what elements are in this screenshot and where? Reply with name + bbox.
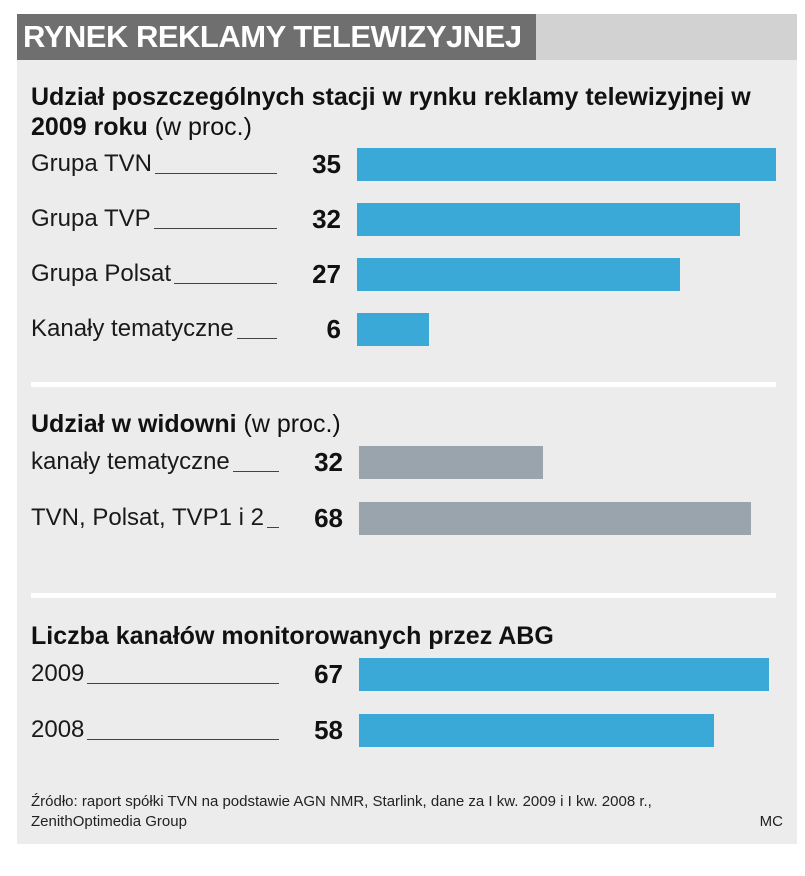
bar-value-label: 6 xyxy=(326,314,341,344)
leader-line xyxy=(267,527,279,528)
source-line-1: Źródło: raport spółki TVN na podstawie A… xyxy=(31,793,652,810)
bar xyxy=(357,203,740,236)
bar xyxy=(359,446,543,479)
bar-label: Kanały tematyczne xyxy=(31,315,234,342)
section-1-title: Udział poszczególnych stacji w rynku rek… xyxy=(31,83,751,141)
section-2-title: Udział w widowni xyxy=(31,410,237,438)
bar xyxy=(357,148,776,181)
bar xyxy=(359,714,714,747)
section-2-unit: (w proc.) xyxy=(243,410,341,438)
bar-value-label: 58 xyxy=(314,715,343,745)
section-1-heading: Udział poszczególnych stacji w rynku rek… xyxy=(31,82,751,142)
section-3-title: Liczba kanałów monitorowanych przez ABG xyxy=(31,622,554,650)
bar-label: Grupa TVN xyxy=(31,150,152,177)
bar-value-label: 68 xyxy=(314,503,343,533)
leader-line xyxy=(174,283,277,284)
bar-value-label: 67 xyxy=(314,659,343,689)
bar xyxy=(359,658,769,691)
leader-line xyxy=(87,683,279,684)
bar-label: TVN, Polsat, TVP1 i 2 xyxy=(31,504,264,531)
bar-value-label: 35 xyxy=(312,149,341,179)
infographic-panel: RYNEK REKLAMY TELEWIZYJNEJ Udział poszcz… xyxy=(17,14,797,844)
bar-label: 2009 xyxy=(31,660,85,687)
leader-line xyxy=(155,173,277,174)
bar-value-label: 27 xyxy=(312,259,341,289)
bar-value-label: 32 xyxy=(314,447,343,477)
section-divider xyxy=(31,382,776,387)
bar-label: Grupa TVP xyxy=(31,205,151,232)
section-3-heading: Liczba kanałów monitorowanych przez ABG xyxy=(31,621,751,651)
bar xyxy=(357,258,680,291)
leader-line xyxy=(87,739,279,740)
section-divider xyxy=(31,593,776,598)
section-1-unit: (w proc.) xyxy=(154,113,252,141)
bar-label: kanały tematyczne xyxy=(31,448,230,475)
leader-line xyxy=(154,228,277,229)
bar xyxy=(359,502,751,535)
source-note: Źródło: raport spółki TVN na podstawie A… xyxy=(31,792,652,832)
source-line-2: ZenithOptimedia Group xyxy=(31,813,187,830)
bar-label: Grupa Polsat xyxy=(31,260,172,287)
bar-label: 2008 xyxy=(31,716,85,743)
infographic-title: RYNEK REKLAMY TELEWIZYJNEJ xyxy=(17,14,536,60)
section-2-heading: Udział w widowni (w proc.) xyxy=(31,409,751,439)
author-credit: MC xyxy=(759,813,783,830)
bar xyxy=(357,313,429,346)
leader-line xyxy=(237,338,277,339)
leader-line xyxy=(233,471,279,472)
bar-value-label: 32 xyxy=(312,204,341,234)
